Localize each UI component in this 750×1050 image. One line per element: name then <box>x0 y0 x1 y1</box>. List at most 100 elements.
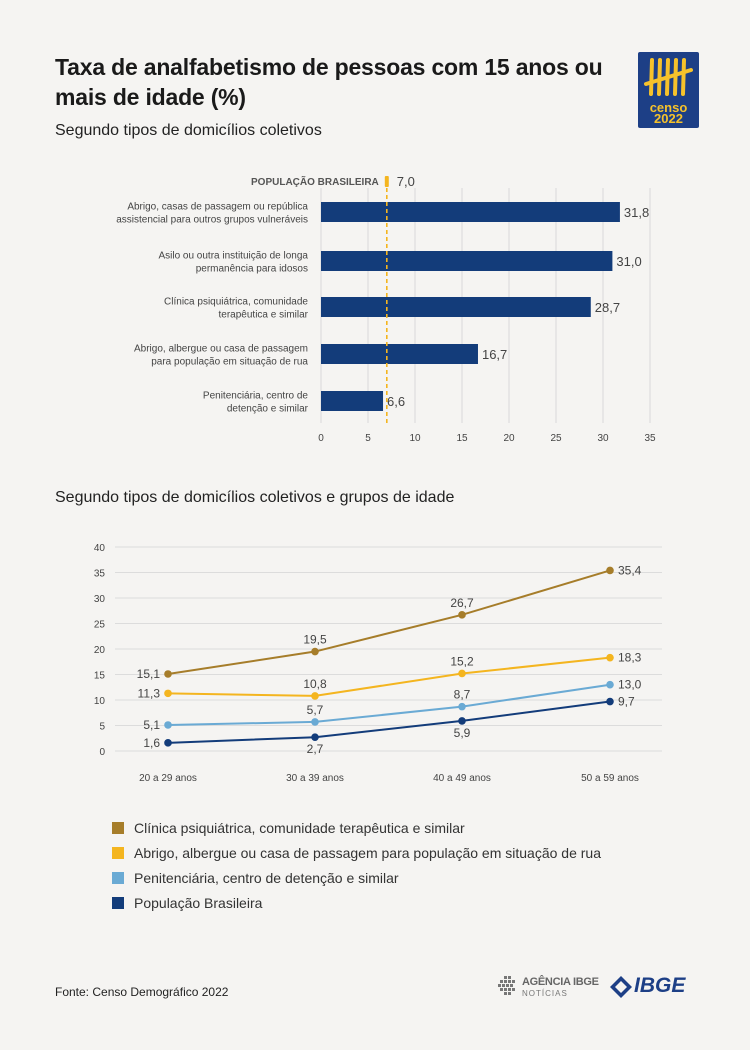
censo-2022-logo: censo 2022 <box>638 52 699 128</box>
logo-word-censo: censo <box>649 100 688 115</box>
data-point <box>311 692 319 700</box>
agencia-label: AGÊNCIA IBGE <box>522 976 599 988</box>
legend-swatch <box>112 896 124 909</box>
x-tick-label: 30 <box>597 433 609 444</box>
y-tick-label: 35 <box>94 569 106 580</box>
category-label: Penitenciária, centro de <box>203 391 309 402</box>
x-tick-label: 40 a 49 anos <box>433 773 491 784</box>
data-point <box>458 702 466 711</box>
bar-chart: 0 5 10 15 20 25 30 35 31,8 Abrigo, casas de passa… <box>116 174 656 444</box>
line-chart-legend: Clínica psiquiátrica, comunidade terapêu… <box>112 815 601 915</box>
bar-value-label: 6,6 <box>387 394 405 409</box>
reference-value-label: 7,0 <box>397 174 415 189</box>
data-label: 1,6 <box>143 736 160 750</box>
x-tick-label: 50 a 59 anos <box>581 773 639 784</box>
data-label: 5,9 <box>454 726 471 740</box>
data-point <box>164 670 172 678</box>
x-tick-label: 35 <box>644 433 656 444</box>
legend-swatch <box>112 871 124 884</box>
legend-label: Abrigo, albergue ou casa de passagem par… <box>134 844 601 861</box>
source-note: Fonte: Censo Demográfico 2022 <box>55 985 229 999</box>
data-point <box>164 739 172 747</box>
data-point <box>458 669 466 678</box>
category-label: assistencial para outros grupos vulneráv… <box>116 215 308 226</box>
category-label: Asilo ou outra instituição de longa <box>158 251 308 262</box>
bar <box>321 344 478 364</box>
tally-marks-icon <box>644 58 693 96</box>
x-tick-label: 0 <box>318 433 324 444</box>
bar-chart-subtitle: Segundo tipos de domicílios coletivos <box>55 122 322 139</box>
legend-item: Abrigo, albergue ou casa de passagem par… <box>112 840 601 865</box>
y-tick-label: 15 <box>94 671 106 682</box>
bar <box>321 391 384 411</box>
ibge-diamond-icon <box>610 976 632 998</box>
data-point <box>458 611 466 619</box>
reference-marker <box>384 176 389 187</box>
data-point <box>606 566 614 575</box>
data-label: 9,7 <box>618 695 635 709</box>
legend-item: População Brasileira <box>112 890 601 915</box>
page-title: Taxa de analfabetismo de pessoas com 15 … <box>55 54 603 110</box>
x-tick-label: 20 a 29 anos <box>139 773 197 784</box>
y-tick-label: 30 <box>94 594 106 605</box>
bar-value-label: 16,7 <box>482 347 507 362</box>
data-point <box>311 647 319 656</box>
bar <box>321 202 620 222</box>
data-label: 19,5 <box>303 633 327 647</box>
bar-value-label: 31,0 <box>616 254 641 269</box>
y-tick-label: 10 <box>94 696 106 707</box>
bar <box>321 251 613 271</box>
data-label: 5,1 <box>143 718 160 732</box>
series-line <box>167 656 611 697</box>
bar-value-label: 31,8 <box>624 205 649 220</box>
legend-item: Clínica psiquiátrica, comunidade terapêu… <box>112 815 601 840</box>
data-point <box>311 733 319 742</box>
legend-label: Clínica psiquiátrica, comunidade terapêu… <box>134 819 465 836</box>
x-tick-label: 5 <box>365 433 371 444</box>
logo-word-year: 2022 <box>654 111 683 126</box>
bar-value-label: 28,7 <box>595 300 620 315</box>
data-label: 8,7 <box>454 688 471 702</box>
legend-label: População Brasileira <box>134 894 263 911</box>
bar <box>321 297 591 317</box>
category-label: Clínica psiquiátrica, comunidade <box>164 297 308 308</box>
data-label: 11,3 <box>138 686 161 700</box>
legend-swatch <box>112 821 124 834</box>
data-label: 18,3 <box>618 651 642 665</box>
x-tick-label: 10 <box>409 433 421 444</box>
category-label: permanência para idosos <box>196 264 308 275</box>
data-label: 15,2 <box>450 654 474 668</box>
reference-label: POPULAÇÃO BRASILEIRA <box>251 175 379 188</box>
data-point <box>606 697 614 706</box>
data-label: 13,0 <box>618 678 642 692</box>
agencia-grid-icon <box>498 976 515 995</box>
data-point <box>458 717 466 725</box>
series-line <box>167 569 611 675</box>
data-label: 26,7 <box>450 596 474 610</box>
data-point <box>164 721 172 729</box>
data-label: 2,7 <box>307 742 324 756</box>
y-tick-label: 25 <box>94 620 106 631</box>
category-label: para população em situação de rua <box>151 357 308 368</box>
line-chart: 0 5 10 15 20 25 30 35 40 20 a 29 anos 30 a 39 anos… <box>94 543 662 784</box>
x-tick-label: 25 <box>550 433 562 444</box>
data-point <box>606 680 614 689</box>
series-line <box>167 700 611 744</box>
legend-label: Penitenciária, centro de detenção e simi… <box>134 869 399 886</box>
data-label: 5,7 <box>307 703 324 717</box>
data-label: 35,4 <box>618 563 642 577</box>
category-label: detenção e similar <box>227 404 309 415</box>
noticias-label: NOTÍCIAS <box>522 989 568 998</box>
y-tick-label: 0 <box>99 747 105 758</box>
x-tick-label: 15 <box>456 433 468 444</box>
line-chart-subtitle: Segundo tipos de domicílios coletivos e … <box>55 489 455 506</box>
data-point <box>164 689 172 698</box>
data-label: 10,8 <box>303 677 327 691</box>
x-tick-label: 30 a 39 anos <box>286 773 344 784</box>
legend-item: Penitenciária, centro de detenção e simi… <box>112 865 601 890</box>
y-tick-label: 5 <box>99 722 105 733</box>
series-line <box>167 683 611 726</box>
y-tick-label: 20 <box>94 645 106 656</box>
category-label: Abrigo, albergue ou casa de passagem <box>134 344 308 355</box>
category-label: terapêutica e similar <box>219 310 309 321</box>
